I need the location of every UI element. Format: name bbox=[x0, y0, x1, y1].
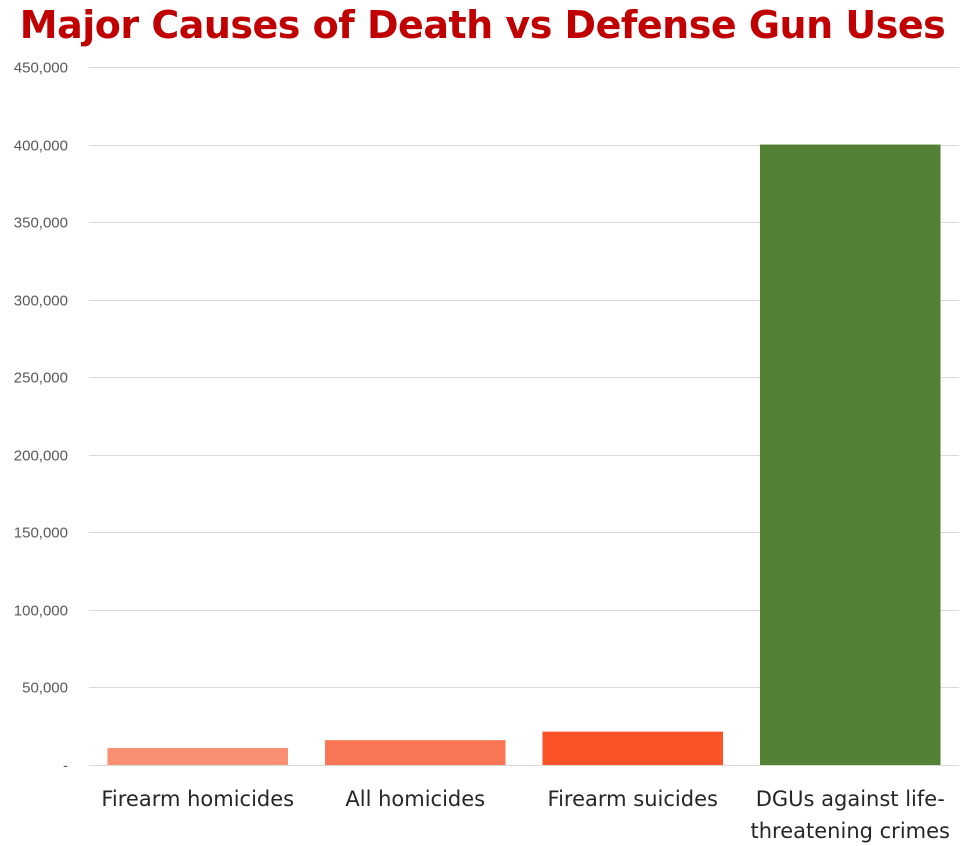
bar bbox=[759, 144, 941, 766]
y-tick-label: - bbox=[63, 758, 68, 775]
category-labels: Firearm homicides All homicides Firearm su… bbox=[101, 787, 950, 843]
chart-title: Major Causes of Death vs Defense Gun Use… bbox=[19, 3, 946, 47]
bar bbox=[107, 747, 289, 765]
y-tick-label: 50,000 bbox=[22, 680, 68, 697]
bars bbox=[107, 144, 941, 766]
y-tick-label: 300,000 bbox=[14, 293, 68, 310]
y-tick-label: 100,000 bbox=[14, 603, 68, 620]
x-category-label: Firearm homicides bbox=[101, 787, 294, 811]
bar bbox=[542, 731, 724, 765]
bar bbox=[324, 740, 506, 765]
x-category-label: DGUs against life-threatening crimes bbox=[751, 787, 950, 843]
x-category-label-line: DGUs against life- bbox=[756, 787, 945, 811]
x-category-label-line: threatening crimes bbox=[751, 819, 950, 843]
x-category-label-line: Firearm homicides bbox=[101, 787, 294, 811]
x-category-label-line: Firearm suicides bbox=[548, 787, 718, 811]
x-category-label: All homicides bbox=[345, 787, 485, 811]
y-tick-label: 150,000 bbox=[14, 525, 68, 542]
y-tick-label: 250,000 bbox=[14, 370, 68, 387]
x-category-label-line: All homicides bbox=[345, 787, 485, 811]
y-tick-label: 450,000 bbox=[14, 60, 68, 77]
x-category-label: Firearm suicides bbox=[548, 787, 718, 811]
y-tick-label: 350,000 bbox=[14, 215, 68, 232]
y-axis-tick-labels: - 50,000 100,000 150,000 200,000 250,000 300,0… bbox=[14, 60, 68, 775]
y-tick-label: 400,000 bbox=[14, 138, 68, 155]
y-tick-label: 200,000 bbox=[14, 448, 68, 465]
